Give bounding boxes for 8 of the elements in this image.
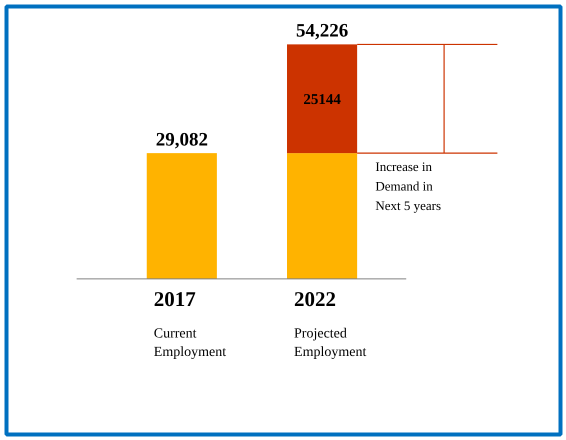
- x-tick-label: 2017: [154, 286, 196, 311]
- total-label: 54,226: [296, 20, 348, 42]
- data-label: 25144: [303, 92, 342, 108]
- text: Projected Employment: [294, 326, 366, 360]
- x-tick-label: 2022: [294, 286, 336, 311]
- annotation: Increase in Demand in Next 5 years: [375, 158, 442, 213]
- data-label: 29,082: [156, 129, 208, 150]
- text: Current Employment: [154, 326, 226, 360]
